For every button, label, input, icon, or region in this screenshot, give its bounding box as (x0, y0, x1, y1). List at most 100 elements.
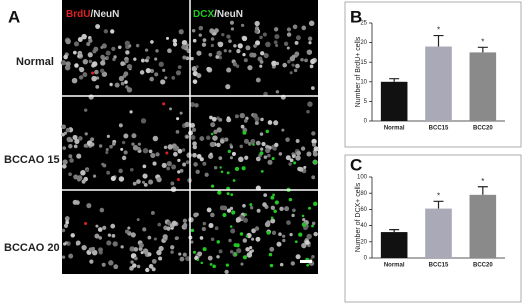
cell (196, 73, 202, 79)
cell (166, 161, 172, 167)
cell (259, 35, 263, 40)
cell (209, 141, 216, 148)
cell (120, 81, 125, 86)
cell (202, 221, 207, 226)
cell (70, 233, 75, 238)
cell (131, 133, 137, 139)
cell (198, 25, 204, 31)
cell (76, 153, 82, 159)
error-bar (389, 78, 400, 82)
cell (109, 144, 113, 149)
cell (185, 256, 191, 262)
cell (302, 218, 306, 222)
cell (267, 153, 271, 158)
cell (124, 80, 128, 84)
cell (63, 242, 67, 246)
cell (229, 249, 234, 254)
cell (125, 50, 130, 55)
cell (296, 150, 301, 156)
y-axis-label: Number of BrdU+ cells (355, 36, 362, 107)
scale-bar (300, 260, 312, 263)
cell (98, 247, 103, 253)
dcx-cell (311, 224, 314, 228)
cell (260, 117, 264, 122)
cell (216, 142, 221, 148)
cell (102, 163, 107, 168)
cell (152, 161, 157, 166)
brdu-cell (162, 102, 166, 106)
cell (132, 145, 139, 151)
cell (61, 124, 66, 130)
cell (265, 41, 271, 48)
cell (156, 176, 162, 183)
cell (112, 241, 118, 247)
cell (124, 40, 130, 46)
cell (193, 162, 198, 167)
brdu-cell (165, 151, 169, 155)
cell (234, 114, 239, 119)
panel-label: A (8, 7, 20, 26)
cell (197, 251, 203, 257)
column-header: BrdU/NeuN (66, 9, 119, 20)
cell (201, 226, 206, 232)
cell (181, 39, 188, 46)
cell (218, 117, 223, 122)
cell (149, 76, 154, 82)
cell (229, 156, 234, 160)
cell (117, 45, 122, 50)
cell (218, 55, 223, 60)
cell (239, 112, 246, 119)
cell (228, 49, 232, 53)
cell (70, 139, 74, 143)
dcx-cell (229, 225, 233, 228)
cell (73, 41, 79, 47)
cell (219, 139, 225, 144)
cell (293, 68, 298, 73)
cell (88, 38, 93, 43)
cell (195, 65, 199, 69)
cell (81, 244, 87, 251)
dcx-cell (222, 212, 227, 218)
cell (107, 233, 112, 237)
dcx-cell (227, 149, 231, 154)
cell (252, 113, 258, 119)
cell (208, 222, 214, 229)
brdu-cell (176, 178, 180, 182)
cell (106, 56, 110, 60)
cell (99, 68, 105, 74)
cell (191, 66, 198, 72)
cell (230, 27, 234, 31)
cell (190, 56, 194, 61)
cell (274, 142, 279, 148)
cell (61, 255, 66, 259)
cell (237, 43, 243, 49)
dcx-cell (249, 203, 253, 207)
cell (261, 141, 266, 147)
cell (267, 159, 273, 165)
y-tick-label: 20 (360, 239, 367, 245)
cell (235, 217, 242, 223)
cell (126, 87, 133, 93)
dcx-cell (210, 184, 215, 188)
cell (138, 242, 144, 248)
cell (91, 75, 97, 82)
cell (132, 181, 137, 186)
x-tick-label: BCC15 (429, 263, 449, 269)
cell (271, 60, 277, 67)
cell (150, 211, 155, 215)
y-axis-label: Number of DCX+ cells (355, 182, 362, 252)
cell (195, 169, 200, 175)
cell (164, 76, 168, 80)
cell (194, 103, 199, 108)
cell (204, 172, 209, 177)
cell (113, 264, 119, 270)
cell (226, 208, 232, 213)
cell (275, 43, 279, 48)
cell (185, 160, 190, 165)
cell (254, 40, 261, 46)
y-tick-label: 25 (360, 21, 367, 27)
x-tick-label: BCC20 (473, 126, 493, 132)
cell (311, 138, 317, 145)
cell (245, 247, 250, 252)
